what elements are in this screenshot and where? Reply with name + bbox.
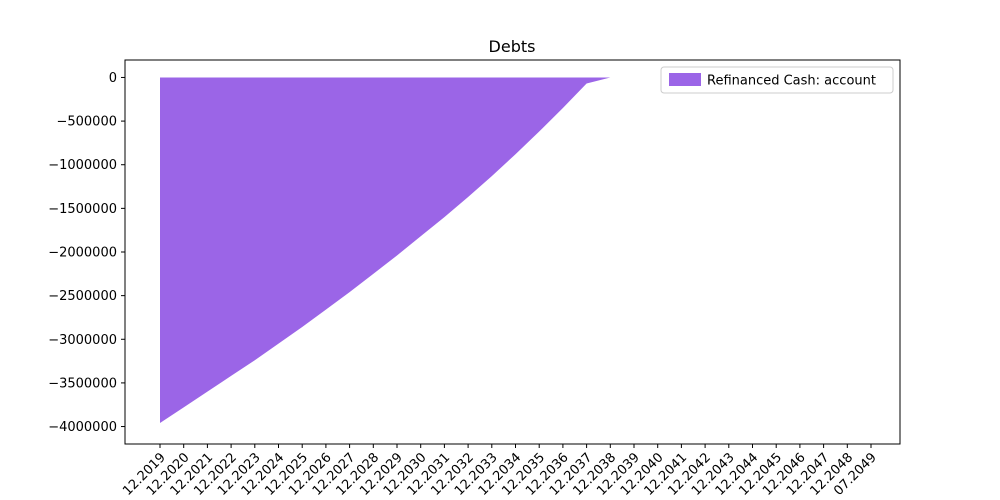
y-tick-label: −3500000 bbox=[48, 376, 117, 391]
x-axis: 12.201912.202012.202112.202212.202312.20… bbox=[120, 444, 880, 499]
y-tick-label: −3000000 bbox=[48, 333, 117, 348]
legend: Refinanced Cash: account bbox=[660, 66, 894, 94]
y-tick-label: −4000000 bbox=[48, 420, 117, 435]
series-area-0 bbox=[160, 77, 871, 424]
y-axis: 0 −500000 −1000000 −1500000 −2000000 −2500000… bbox=[48, 71, 125, 435]
legend-swatch bbox=[669, 73, 701, 86]
legend-box bbox=[660, 66, 894, 94]
y-tick-label: −1000000 bbox=[48, 158, 117, 173]
series-layer bbox=[160, 77, 871, 424]
y-tick-label: 0 bbox=[109, 71, 117, 86]
y-tick-label: −1500000 bbox=[48, 202, 117, 217]
chart-title: Debts bbox=[489, 37, 536, 56]
y-tick-label: −2500000 bbox=[48, 289, 117, 304]
legend-label: Refinanced Cash: account bbox=[707, 74, 876, 89]
y-tick-label: −500000 bbox=[56, 115, 117, 130]
y-tick-label: −2000000 bbox=[48, 246, 117, 261]
